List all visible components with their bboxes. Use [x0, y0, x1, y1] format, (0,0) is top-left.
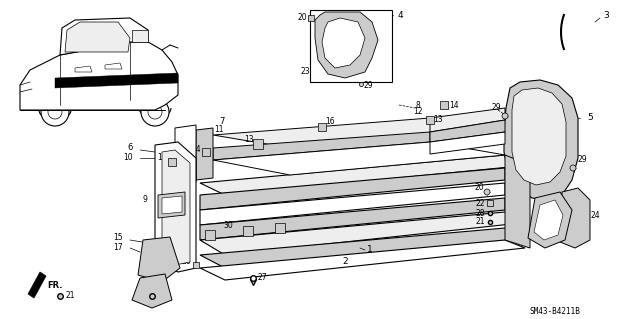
Polygon shape — [20, 42, 178, 110]
Text: 26: 26 — [181, 256, 191, 265]
Circle shape — [502, 113, 508, 119]
Circle shape — [141, 98, 169, 126]
Polygon shape — [162, 150, 190, 265]
Polygon shape — [55, 73, 178, 88]
Text: 29: 29 — [363, 80, 373, 90]
Text: 6: 6 — [127, 144, 132, 152]
Polygon shape — [158, 192, 185, 218]
Polygon shape — [200, 155, 530, 195]
Text: 14: 14 — [449, 100, 459, 109]
Text: 11: 11 — [214, 125, 224, 135]
Polygon shape — [243, 226, 253, 236]
Polygon shape — [175, 125, 196, 185]
Text: 14: 14 — [157, 153, 167, 162]
Text: 27: 27 — [257, 272, 267, 281]
Polygon shape — [200, 212, 530, 255]
Polygon shape — [528, 192, 572, 248]
Text: 20: 20 — [297, 13, 307, 23]
Text: 20: 20 — [474, 183, 484, 192]
Text: FR.: FR. — [47, 281, 63, 291]
Polygon shape — [310, 10, 392, 82]
Polygon shape — [512, 88, 566, 185]
Text: 21: 21 — [65, 292, 75, 300]
Polygon shape — [430, 132, 505, 154]
Polygon shape — [65, 22, 130, 52]
Polygon shape — [213, 132, 430, 160]
Polygon shape — [487, 200, 493, 206]
Text: 9: 9 — [143, 196, 147, 204]
Polygon shape — [504, 80, 578, 200]
Polygon shape — [315, 12, 378, 78]
Text: 24: 24 — [590, 211, 600, 219]
Text: 29: 29 — [491, 103, 501, 113]
Polygon shape — [162, 196, 182, 214]
Text: 14: 14 — [191, 145, 201, 154]
Polygon shape — [105, 63, 122, 69]
Polygon shape — [193, 262, 199, 268]
Text: 23: 23 — [300, 68, 310, 77]
Text: 13: 13 — [244, 135, 254, 144]
Circle shape — [570, 165, 576, 171]
Polygon shape — [322, 18, 365, 68]
Text: 21: 21 — [476, 218, 484, 226]
Text: 12: 12 — [413, 108, 423, 116]
Polygon shape — [200, 240, 525, 280]
Text: 21: 21 — [143, 265, 153, 275]
Polygon shape — [200, 198, 505, 240]
Polygon shape — [213, 118, 505, 148]
Text: 25: 25 — [147, 276, 157, 285]
Polygon shape — [200, 183, 505, 225]
Polygon shape — [75, 66, 92, 72]
Polygon shape — [132, 30, 148, 42]
Text: 17: 17 — [113, 242, 123, 251]
Polygon shape — [318, 123, 326, 131]
Polygon shape — [534, 200, 563, 240]
Text: SM43-B4211B: SM43-B4211B — [530, 308, 581, 316]
Polygon shape — [440, 101, 448, 109]
Polygon shape — [155, 142, 196, 272]
Polygon shape — [132, 274, 172, 308]
Text: 3: 3 — [603, 11, 609, 19]
Polygon shape — [196, 128, 213, 180]
Polygon shape — [430, 120, 505, 142]
Polygon shape — [28, 272, 46, 298]
Polygon shape — [213, 142, 505, 175]
Polygon shape — [202, 148, 210, 156]
Polygon shape — [168, 158, 176, 166]
Polygon shape — [200, 228, 530, 268]
Text: 28: 28 — [476, 209, 484, 218]
Text: 13: 13 — [433, 115, 443, 124]
Text: 19: 19 — [567, 226, 577, 234]
Polygon shape — [138, 237, 180, 282]
Text: 18: 18 — [567, 218, 577, 226]
Text: 29: 29 — [577, 155, 587, 165]
Polygon shape — [430, 108, 505, 132]
Polygon shape — [60, 18, 148, 55]
Polygon shape — [308, 15, 314, 21]
Polygon shape — [253, 139, 263, 149]
Text: 10: 10 — [123, 152, 133, 161]
Text: 30: 30 — [223, 221, 233, 231]
Text: 16: 16 — [325, 117, 335, 127]
Circle shape — [41, 98, 69, 126]
Polygon shape — [505, 155, 530, 248]
Text: 15: 15 — [113, 234, 123, 242]
Polygon shape — [275, 223, 285, 233]
Text: 4: 4 — [397, 11, 403, 19]
Polygon shape — [426, 116, 434, 124]
Text: 22: 22 — [476, 198, 484, 207]
Polygon shape — [560, 188, 590, 248]
Text: 7: 7 — [220, 117, 225, 127]
Text: 5: 5 — [587, 114, 593, 122]
Text: 2: 2 — [342, 257, 348, 266]
Text: 8: 8 — [415, 100, 420, 109]
Circle shape — [484, 189, 490, 195]
Polygon shape — [205, 230, 215, 240]
Text: 1: 1 — [367, 246, 373, 255]
Polygon shape — [200, 168, 505, 210]
